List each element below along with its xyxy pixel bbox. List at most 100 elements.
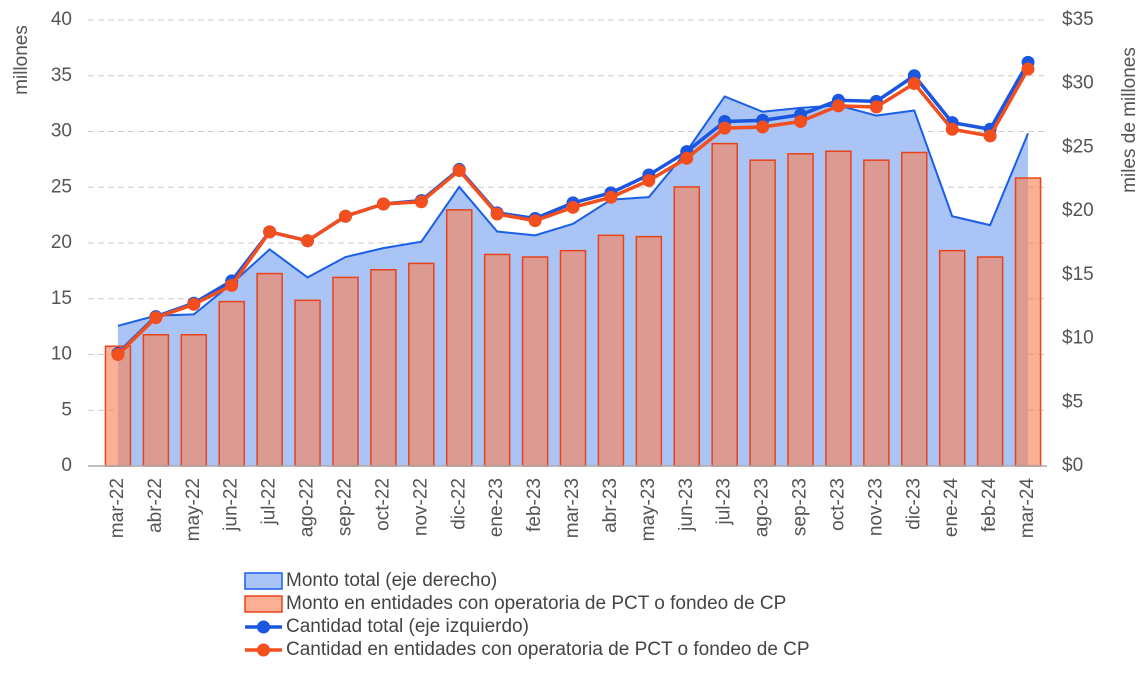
bar [825, 150, 852, 467]
x-tick-label: ago-23 [752, 478, 773, 537]
x-tick-label: jul-22 [259, 478, 280, 525]
x-tick-label: jul-23 [714, 478, 735, 525]
y2-tick-label: $35 [1062, 9, 1094, 30]
bar [256, 272, 283, 467]
bar [104, 345, 132, 467]
point [642, 174, 656, 188]
y-tick-label: 30 [51, 121, 72, 142]
y-tick-label: 15 [51, 288, 72, 309]
point [604, 190, 618, 204]
point [983, 129, 997, 143]
x-tick-label: dic-23 [903, 478, 924, 530]
x-tick-label: jun-22 [221, 478, 242, 532]
bar [332, 276, 359, 467]
bar [559, 249, 587, 467]
area-line [117, 95, 1029, 327]
bar [673, 186, 701, 467]
x-tick-label: mar-24 [1017, 478, 1038, 539]
bar [787, 153, 814, 467]
bar [635, 235, 663, 467]
x-tick-label: ago-22 [297, 478, 318, 537]
point [338, 209, 352, 223]
point [225, 278, 239, 292]
bar [218, 300, 245, 467]
legend-label: Monto total (eje derecho) [286, 570, 497, 591]
point [869, 100, 883, 114]
bar [863, 159, 890, 467]
point [414, 195, 428, 209]
point [187, 297, 201, 311]
y2-axis-title: miles de millones [1119, 47, 1140, 193]
y-tick-label: 10 [51, 344, 72, 365]
y-tick-label: 5 [61, 399, 72, 420]
point [528, 214, 542, 228]
y-tick-label: 25 [51, 176, 72, 197]
y2-tick-label: $0 [1062, 455, 1083, 476]
y-tick-label: 40 [51, 9, 72, 30]
point [149, 311, 163, 325]
legend-label: Cantidad total (eje izquierdo) [286, 616, 529, 637]
bar [938, 249, 966, 467]
point [566, 200, 580, 214]
y-tick-label: 35 [51, 65, 72, 86]
legend-label: Cantidad en entidades con operatoria de … [286, 639, 810, 660]
bar [370, 269, 397, 467]
x-tick-label: nov-23 [865, 478, 886, 536]
legend-point [257, 643, 270, 657]
x-tick-label: mar-22 [107, 478, 128, 538]
bar [445, 209, 473, 467]
bar [142, 333, 170, 467]
y2-tick-label: $25 [1062, 136, 1094, 157]
bar [483, 253, 511, 467]
point [452, 164, 466, 178]
y2-tick-label: $10 [1062, 328, 1094, 349]
y2-tick-label: $30 [1062, 73, 1094, 94]
point [756, 120, 770, 134]
bar [180, 333, 208, 467]
x-tick-label: dic-22 [448, 478, 469, 530]
bar [976, 256, 1004, 467]
x-tick-label: abr-23 [600, 478, 621, 533]
y-tick-label: 20 [51, 232, 72, 253]
x-tick-label: feb-23 [524, 478, 545, 532]
bar [521, 256, 549, 467]
y2-tick-label: $15 [1062, 264, 1094, 285]
point [718, 121, 732, 135]
point [794, 114, 808, 128]
point [907, 77, 921, 91]
point [301, 234, 315, 248]
bar [711, 142, 738, 467]
x-tick-label: sep-22 [334, 478, 355, 536]
x-tick-label: oct-23 [827, 478, 848, 531]
y-axis-title: millones [11, 25, 32, 95]
legend-swatch [244, 595, 283, 613]
bar [749, 159, 776, 467]
y2-tick-label: $5 [1062, 391, 1083, 412]
point [680, 151, 694, 165]
x-tick-label: ene-23 [486, 478, 507, 537]
point [263, 225, 277, 239]
x-tick-label: feb-24 [979, 478, 1000, 532]
x-tick-label: ene-24 [941, 478, 962, 538]
bar [1014, 177, 1042, 467]
point [376, 197, 390, 211]
point [831, 99, 845, 113]
x-tick-label: abr-22 [145, 478, 166, 533]
point [945, 122, 959, 136]
point [111, 348, 125, 361]
point [490, 207, 504, 221]
x-tick-label: jun-23 [676, 478, 697, 532]
legend-label: Monto en entidades con operatoria de PCT… [286, 593, 786, 614]
bar [294, 299, 321, 467]
legend-point [257, 620, 270, 634]
point [1021, 62, 1035, 76]
x-tick-label: oct-22 [372, 478, 393, 531]
x-tick-label: may-22 [183, 478, 204, 541]
bar [901, 151, 928, 467]
x-tick-label: sep-23 [790, 478, 811, 536]
bar [408, 262, 435, 467]
legend-swatch [244, 572, 283, 590]
bar [597, 234, 625, 467]
x-tick-label: nov-22 [410, 478, 431, 536]
